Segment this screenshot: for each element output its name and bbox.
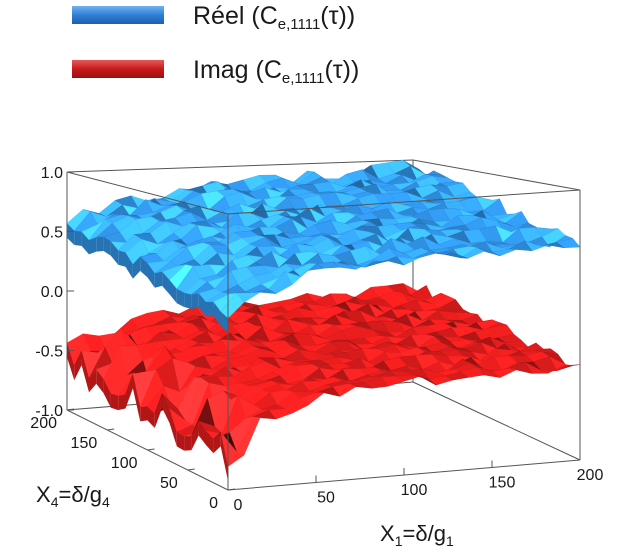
legend-label-imag: Imag (Ce,1111(τ)) xyxy=(193,56,359,87)
tick-mark xyxy=(66,408,75,411)
x-tick-label: 200 xyxy=(577,467,604,484)
tick-mark xyxy=(187,468,195,471)
surface-edge xyxy=(103,236,111,256)
surface-edge xyxy=(74,350,82,381)
y-tick-label: 200 xyxy=(30,415,57,432)
z-tick-label: 0.5 xyxy=(41,225,63,242)
surface-edge xyxy=(213,301,221,326)
tick-mark xyxy=(227,488,236,491)
surface-edge xyxy=(140,256,148,278)
surface-edge xyxy=(110,393,119,411)
surface-imag xyxy=(66,282,581,481)
surface-edge xyxy=(176,432,185,451)
surface-edge xyxy=(154,393,163,428)
surface-edge xyxy=(184,292,192,309)
surface-edge xyxy=(169,408,177,447)
surface-edge xyxy=(191,421,199,451)
surface-edge xyxy=(96,236,104,252)
x-tick-label: 100 xyxy=(401,482,428,499)
y-axis-title: X4=δ/g4 xyxy=(36,482,110,510)
surface-facet xyxy=(220,292,245,319)
surface-edge xyxy=(213,432,221,454)
legend-swatch-real xyxy=(72,6,164,24)
surface-edge xyxy=(103,379,111,408)
legend: Réel (Ce,1111(τ)) Imag (Ce,1111(τ)) xyxy=(72,2,359,87)
surface-edge xyxy=(147,406,155,428)
y-tick-label: 0 xyxy=(209,495,218,512)
surface-edge xyxy=(147,263,155,288)
y-tick-label: 150 xyxy=(71,435,98,452)
surface-edge xyxy=(110,241,119,265)
z-tick-label: -0.5 xyxy=(35,344,63,361)
surface-edge xyxy=(206,430,214,454)
tick-mark xyxy=(147,448,155,451)
surface-edge xyxy=(67,223,75,245)
surface-edge xyxy=(169,280,177,304)
y-tick-label: 50 xyxy=(160,475,178,492)
surface-edge xyxy=(89,237,97,255)
surface-edge xyxy=(154,271,163,288)
surface-edge xyxy=(220,311,228,333)
surface-edge xyxy=(140,406,148,422)
x-tick-label: 0 xyxy=(234,497,243,514)
surface-edge xyxy=(162,271,170,295)
z-tick-label: -1.0 xyxy=(35,403,63,420)
surfaces xyxy=(66,159,581,481)
x-tick-label: 50 xyxy=(317,490,335,507)
surface-edge xyxy=(198,293,206,317)
surface-edge xyxy=(184,436,192,451)
surface-edge xyxy=(206,301,214,317)
z-tick-label: 0.0 xyxy=(41,284,63,301)
legend-swatch-imag xyxy=(72,60,164,78)
surface-edge xyxy=(198,421,206,445)
legend-label-real: Réel (Ce,1111(τ)) xyxy=(193,2,355,33)
surface-edge xyxy=(125,374,133,409)
z-tick-label: 1.0 xyxy=(41,165,63,182)
surface-edge xyxy=(81,231,89,255)
surface-edge xyxy=(118,394,126,411)
surface-edge xyxy=(125,252,133,279)
surface-edge xyxy=(220,432,228,481)
surface-edge xyxy=(162,393,170,423)
surface-real xyxy=(66,159,581,333)
surface-edge xyxy=(132,374,141,422)
surface-edge xyxy=(96,369,104,394)
surface-edge xyxy=(118,250,126,267)
surface-edge xyxy=(132,256,141,279)
x-axis-title: X1=δ/g1 xyxy=(380,521,454,549)
tick-mark xyxy=(107,428,115,431)
surface-edge xyxy=(176,288,185,307)
surface-edge xyxy=(67,342,75,381)
y-tick-label: 100 xyxy=(111,455,138,472)
x-tick-label: 150 xyxy=(489,475,516,492)
surface-edge xyxy=(74,230,82,246)
surface-edge xyxy=(89,369,97,393)
surface-edge xyxy=(81,350,89,393)
axis-ticks: 1.0 0.5 0.0 -0.5 -1.0 0 50 100 150 200 0 50 100 150 20… xyxy=(30,165,603,514)
surface-edge xyxy=(191,293,199,309)
